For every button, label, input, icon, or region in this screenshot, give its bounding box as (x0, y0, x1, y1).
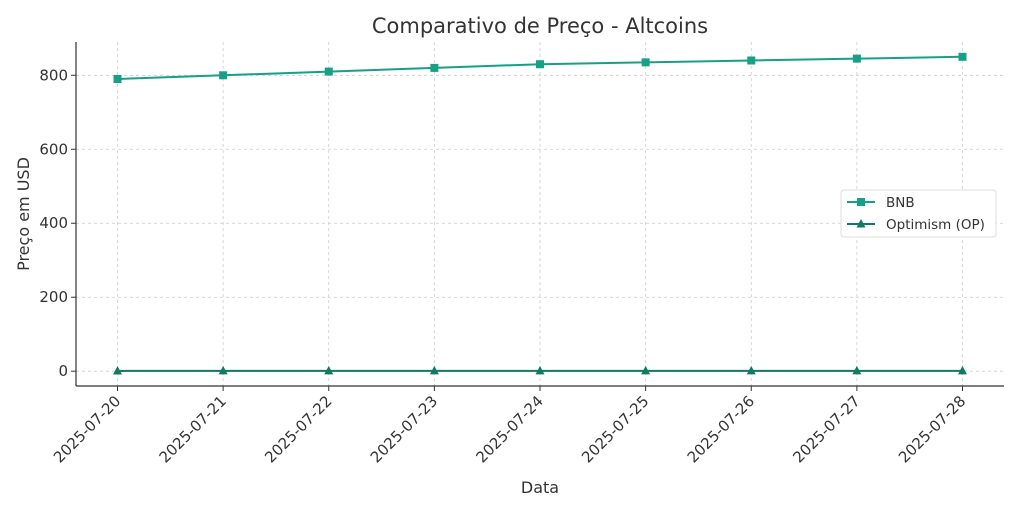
data-point-op (429, 365, 439, 375)
data-point-bnb (430, 63, 439, 72)
data-point-bnb (958, 52, 967, 61)
x-tick-label: 2025-07-25 (578, 392, 652, 466)
y-tick-label: 0 (58, 362, 68, 380)
data-point-bnb (219, 71, 228, 80)
y-tick-label: 200 (39, 288, 68, 306)
y-tick-label: 600 (39, 140, 68, 158)
data-point-op (218, 365, 228, 375)
data-point-bnb (641, 58, 650, 67)
data-point-op (641, 365, 651, 375)
data-point-op (852, 365, 862, 375)
data-point-bnb (747, 56, 756, 65)
data-point-bnb (536, 60, 544, 69)
data-point-op (746, 365, 756, 375)
x-tick-label: 2025-07-21 (156, 392, 230, 466)
data-point-op (113, 365, 122, 375)
x-tick-label: 2025-07-27 (789, 392, 863, 466)
legend: BNB Optimism (OP) (840, 189, 997, 238)
data-point-bnb (852, 54, 861, 63)
x-tick-label: 2025-07-23 (367, 392, 441, 466)
legend-label-op: Optimism (OP) (886, 217, 985, 233)
data-point-bnb (324, 67, 333, 76)
x-axis-ticks: 2025-07-20 2025-07-21 2025-07-22 2025-07-23… (50, 386, 969, 466)
y-axis-label: Preço em USD (14, 157, 33, 271)
chart-title: Comparativo de Preço - Altcoins (372, 14, 708, 38)
y-tick-label: 800 (39, 66, 68, 84)
data-point-op (535, 365, 545, 375)
x-tick-label: 2025-07-28 (895, 392, 969, 466)
y-tick-label: 400 (39, 214, 68, 232)
legend-marker-bnb (857, 198, 865, 206)
legend-marker-op (856, 219, 866, 228)
y-axis-ticks: 0 200 400 600 800 (39, 66, 76, 380)
x-axis-label: Data (521, 478, 559, 497)
legend-box (840, 189, 997, 238)
x-tick-label: 2025-07-26 (684, 392, 758, 466)
data-point-op (324, 365, 334, 375)
x-tick-label: 2025-07-22 (261, 392, 335, 466)
data-point-bnb (113, 74, 122, 83)
series-layer (113, 52, 967, 375)
data-point-op (958, 365, 967, 375)
x-tick-label: 2025-07-24 (472, 392, 546, 466)
x-tick-label: 2025-07-20 (50, 392, 124, 466)
legend-label-bnb: BNB (886, 195, 915, 211)
